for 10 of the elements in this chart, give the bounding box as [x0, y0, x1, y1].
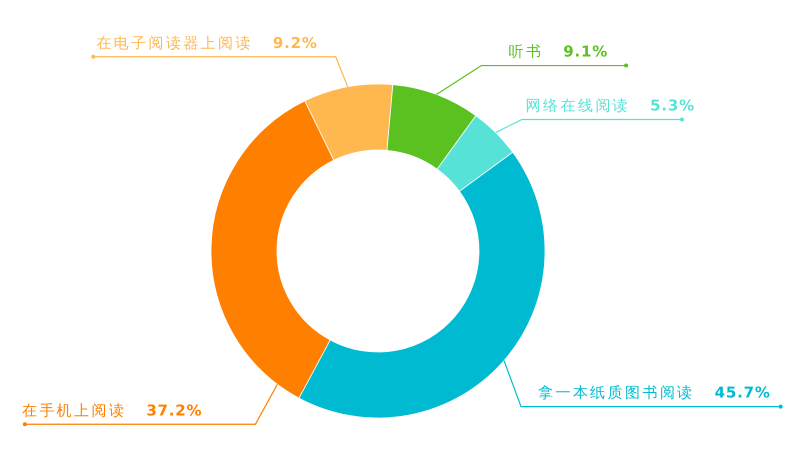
slice-label: 听书 — [508, 42, 544, 61]
data-label: 37.2% — [146, 401, 202, 420]
slice-label: 在电子阅读器上阅读 — [96, 34, 253, 52]
slice-label: 拿一本纸质图书阅读 — [538, 384, 695, 402]
data-label: 9.2% — [272, 34, 318, 52]
data-label: 5.3% — [650, 96, 695, 115]
data-label: 9.1% — [563, 42, 608, 61]
data-label: 45.7% — [714, 384, 771, 402]
slice-label: 网络在线阅读 — [526, 96, 630, 115]
slice-label: 在手机上阅读 — [22, 401, 126, 420]
